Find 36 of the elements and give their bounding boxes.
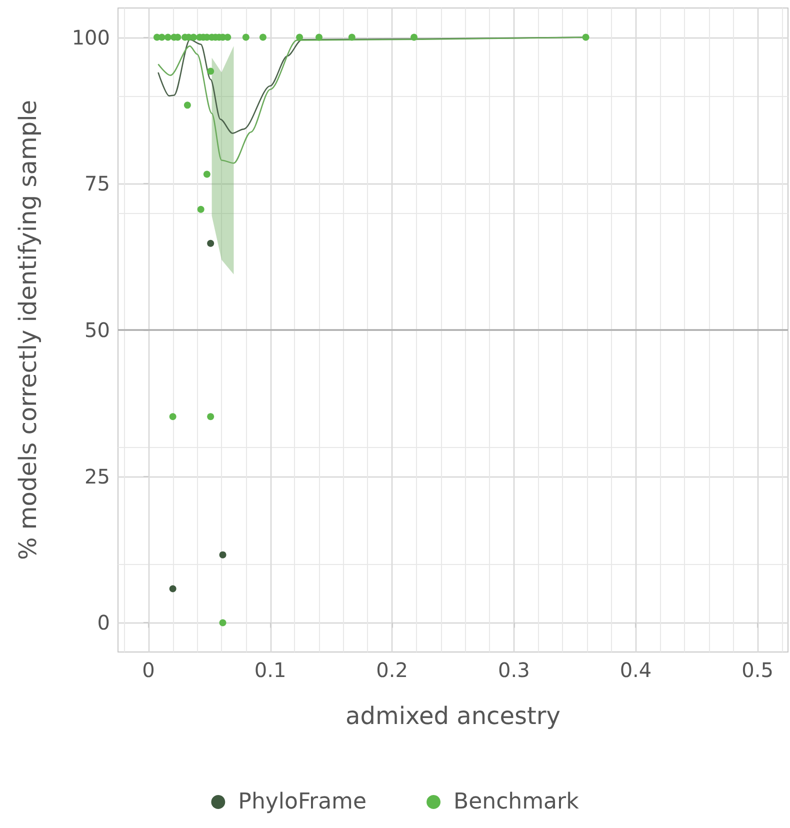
point <box>224 34 232 41</box>
x-tick-label: 0.1 <box>254 658 286 682</box>
legend-label: Benchmark <box>454 790 580 814</box>
point <box>207 240 214 247</box>
y-tick-label: 25 <box>84 464 110 488</box>
point <box>296 34 304 41</box>
y-axis-title: % models correctly identifying sample <box>14 100 42 560</box>
point <box>316 34 322 41</box>
y-tick-label: 0 <box>97 610 110 635</box>
point <box>190 34 198 41</box>
x-axis-title: admixed ancestry <box>346 702 560 730</box>
point <box>219 619 226 626</box>
point <box>219 551 226 558</box>
point <box>197 206 204 213</box>
point <box>259 34 266 41</box>
x-tick-label: 0 <box>142 658 155 682</box>
point <box>169 413 176 420</box>
point <box>184 102 191 109</box>
y-tick-label: 100 <box>72 25 110 50</box>
point <box>207 68 214 75</box>
point <box>207 413 214 420</box>
point <box>582 34 590 41</box>
x-tick-label: 0.4 <box>620 658 652 682</box>
x-tick-label: 0.3 <box>498 658 530 682</box>
x-tick-label: 0.2 <box>376 658 408 682</box>
point <box>348 34 356 41</box>
y-tick-label: 50 <box>84 318 110 342</box>
point <box>410 34 418 41</box>
point <box>169 585 176 592</box>
point <box>242 34 250 41</box>
y-tick-label: 75 <box>84 172 110 196</box>
point <box>158 34 166 41</box>
legend-label: PhyloFrame <box>238 790 367 814</box>
x-tick-label: 0.5 <box>742 658 774 682</box>
point <box>164 34 172 41</box>
point <box>203 170 210 178</box>
